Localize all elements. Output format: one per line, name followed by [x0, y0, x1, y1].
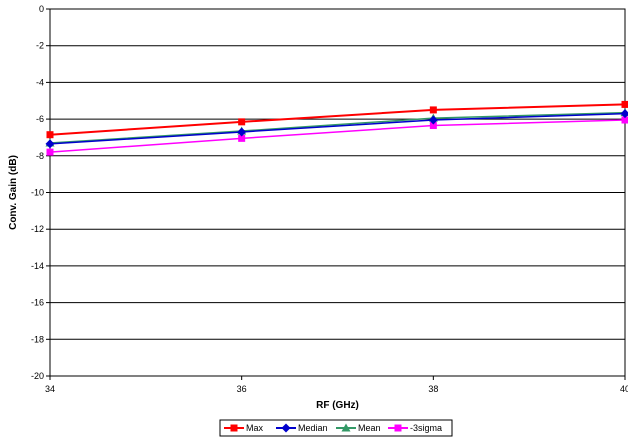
data-point [237, 127, 247, 137]
legend-marker [394, 424, 402, 432]
x-tick-label: 38 [428, 384, 438, 394]
data-point [621, 116, 628, 124]
legend-item: Median [276, 423, 328, 433]
series-mean [45, 108, 628, 147]
data-point [45, 139, 55, 149]
legend-item: Max [224, 423, 264, 433]
data-point [429, 122, 437, 130]
data-point [620, 109, 628, 119]
series-line [49, 112, 626, 145]
data-point [46, 131, 54, 139]
y-tick-label: -4 [36, 77, 44, 87]
legend-label: Max [246, 423, 264, 433]
y-tick-label: -2 [36, 41, 44, 51]
x-axis-title: RF (GHz) [316, 400, 359, 411]
legend: Max Median Mean -3sigma [219, 419, 453, 437]
x-tick-label: 40 [620, 384, 628, 394]
legend-label: -3sigma [410, 423, 442, 433]
x-tick-label: 34 [45, 384, 55, 394]
series-layer [45, 100, 628, 156]
y-tick-label: -6 [36, 114, 44, 124]
series-line [49, 119, 626, 153]
legend-item: Mean [336, 423, 381, 433]
data-point [428, 115, 438, 125]
data-point [429, 106, 437, 114]
legend-label: Median [298, 423, 328, 433]
series-line [49, 103, 626, 136]
series-median [45, 109, 628, 149]
y-tick-label: -8 [36, 151, 44, 161]
x-axis: 34 36 38 40 [45, 376, 628, 394]
y-tick-label: 0 [39, 4, 44, 14]
data-point [46, 148, 54, 156]
legend-marker [341, 423, 351, 432]
legend-item: -3sigma [388, 423, 442, 433]
legend-marker [230, 424, 238, 432]
series-3sigma [46, 116, 628, 156]
y-tick-label: -18 [31, 334, 44, 344]
y-tick-label: -12 [31, 224, 44, 234]
data-point [238, 118, 246, 126]
grid-lines [50, 8, 625, 377]
y-axis: 0 -2 -4 -6 -8 -10 -12 -14 -16 -18 -20 [31, 4, 50, 381]
data-point [238, 134, 246, 142]
data-point [621, 100, 628, 108]
series-max [46, 100, 628, 139]
x-tick-label: 36 [237, 384, 247, 394]
y-axis-title: Conv. Gain (dB) [8, 155, 19, 230]
y-tick-label: -20 [31, 371, 44, 381]
y-tick-label: -16 [31, 298, 44, 308]
y-tick-label: -14 [31, 261, 44, 271]
legend-marker [281, 423, 291, 433]
legend-label: Mean [358, 423, 381, 433]
series-line [49, 111, 626, 144]
y-tick-label: -10 [31, 188, 44, 198]
